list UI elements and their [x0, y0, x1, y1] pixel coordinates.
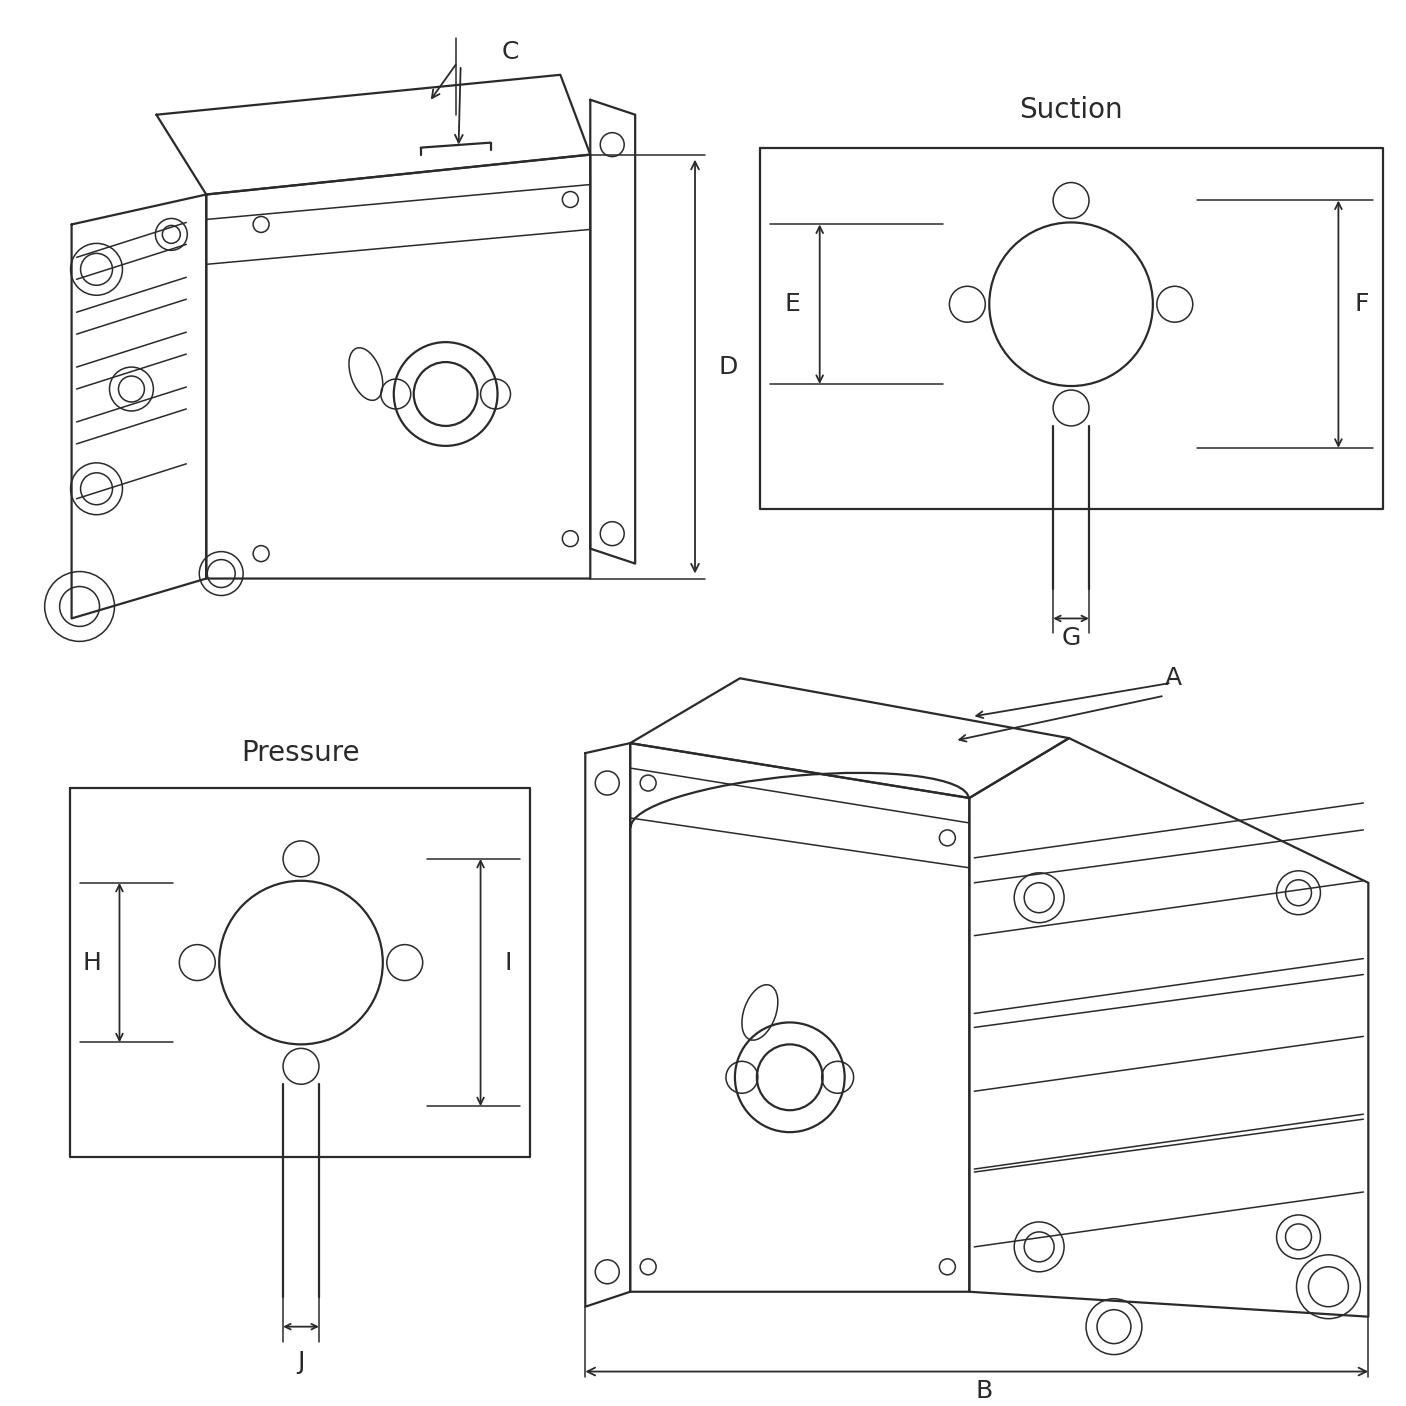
Text: Pressure: Pressure	[242, 740, 360, 768]
Text: G: G	[1062, 627, 1081, 651]
Text: C: C	[502, 39, 519, 63]
Text: D: D	[718, 356, 738, 380]
Text: F: F	[1354, 292, 1368, 316]
Text: J: J	[297, 1350, 305, 1374]
Text: B: B	[976, 1379, 993, 1403]
Text: A: A	[1166, 666, 1182, 690]
Text: Suction: Suction	[1019, 96, 1123, 124]
Text: E: E	[785, 292, 800, 316]
Text: I: I	[505, 950, 512, 974]
Text: H: H	[82, 950, 101, 974]
